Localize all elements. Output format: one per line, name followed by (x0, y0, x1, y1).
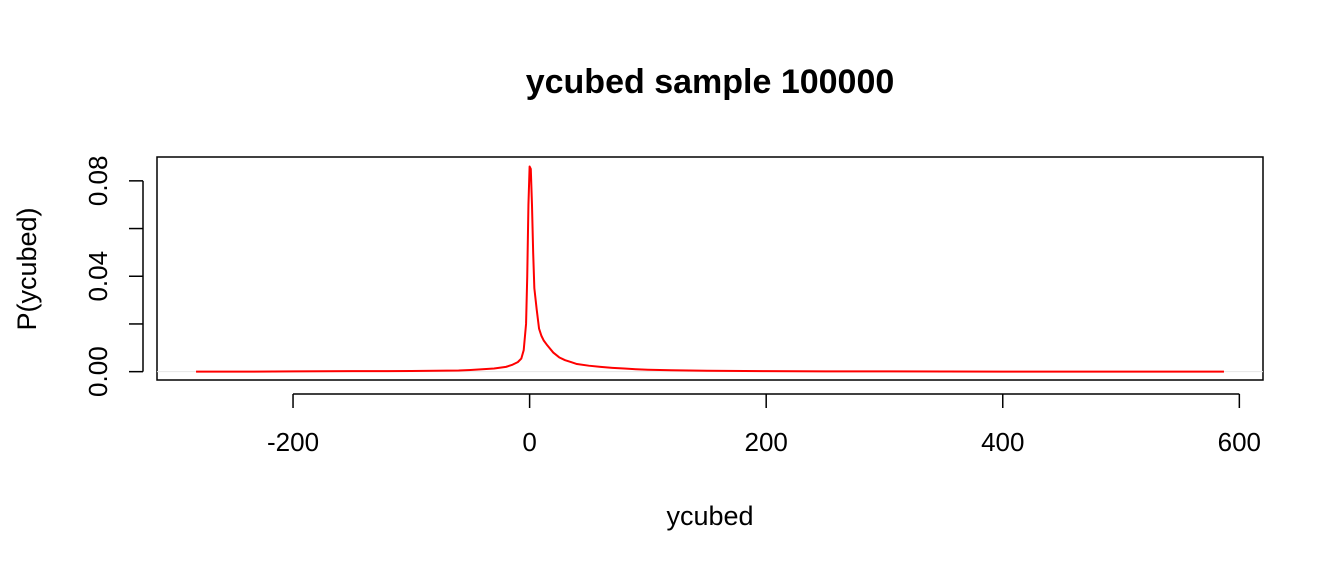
chart-title: ycubed sample 100000 (526, 63, 895, 101)
y-tick-label: 0.04 (83, 251, 113, 302)
x-tick-label: 600 (1218, 427, 1261, 457)
x-axis: -200 0 200 400 600 (267, 393, 1261, 457)
y-tick-label: 0.08 (83, 156, 113, 207)
y-axis-label: P(ycubed) (12, 207, 42, 330)
plot-frame (156, 156, 1264, 381)
x-tick-label: -200 (267, 427, 319, 457)
x-tick-label: 0 (522, 427, 536, 457)
x-axis-label: ycubed (666, 501, 753, 531)
density-line (196, 165, 1224, 373)
y-tick-label: 0.00 (83, 346, 113, 397)
x-tick-label: 400 (981, 427, 1024, 457)
y-axis: 0.00 0.04 0.08 (83, 156, 144, 397)
x-tick-label: 200 (744, 427, 787, 457)
